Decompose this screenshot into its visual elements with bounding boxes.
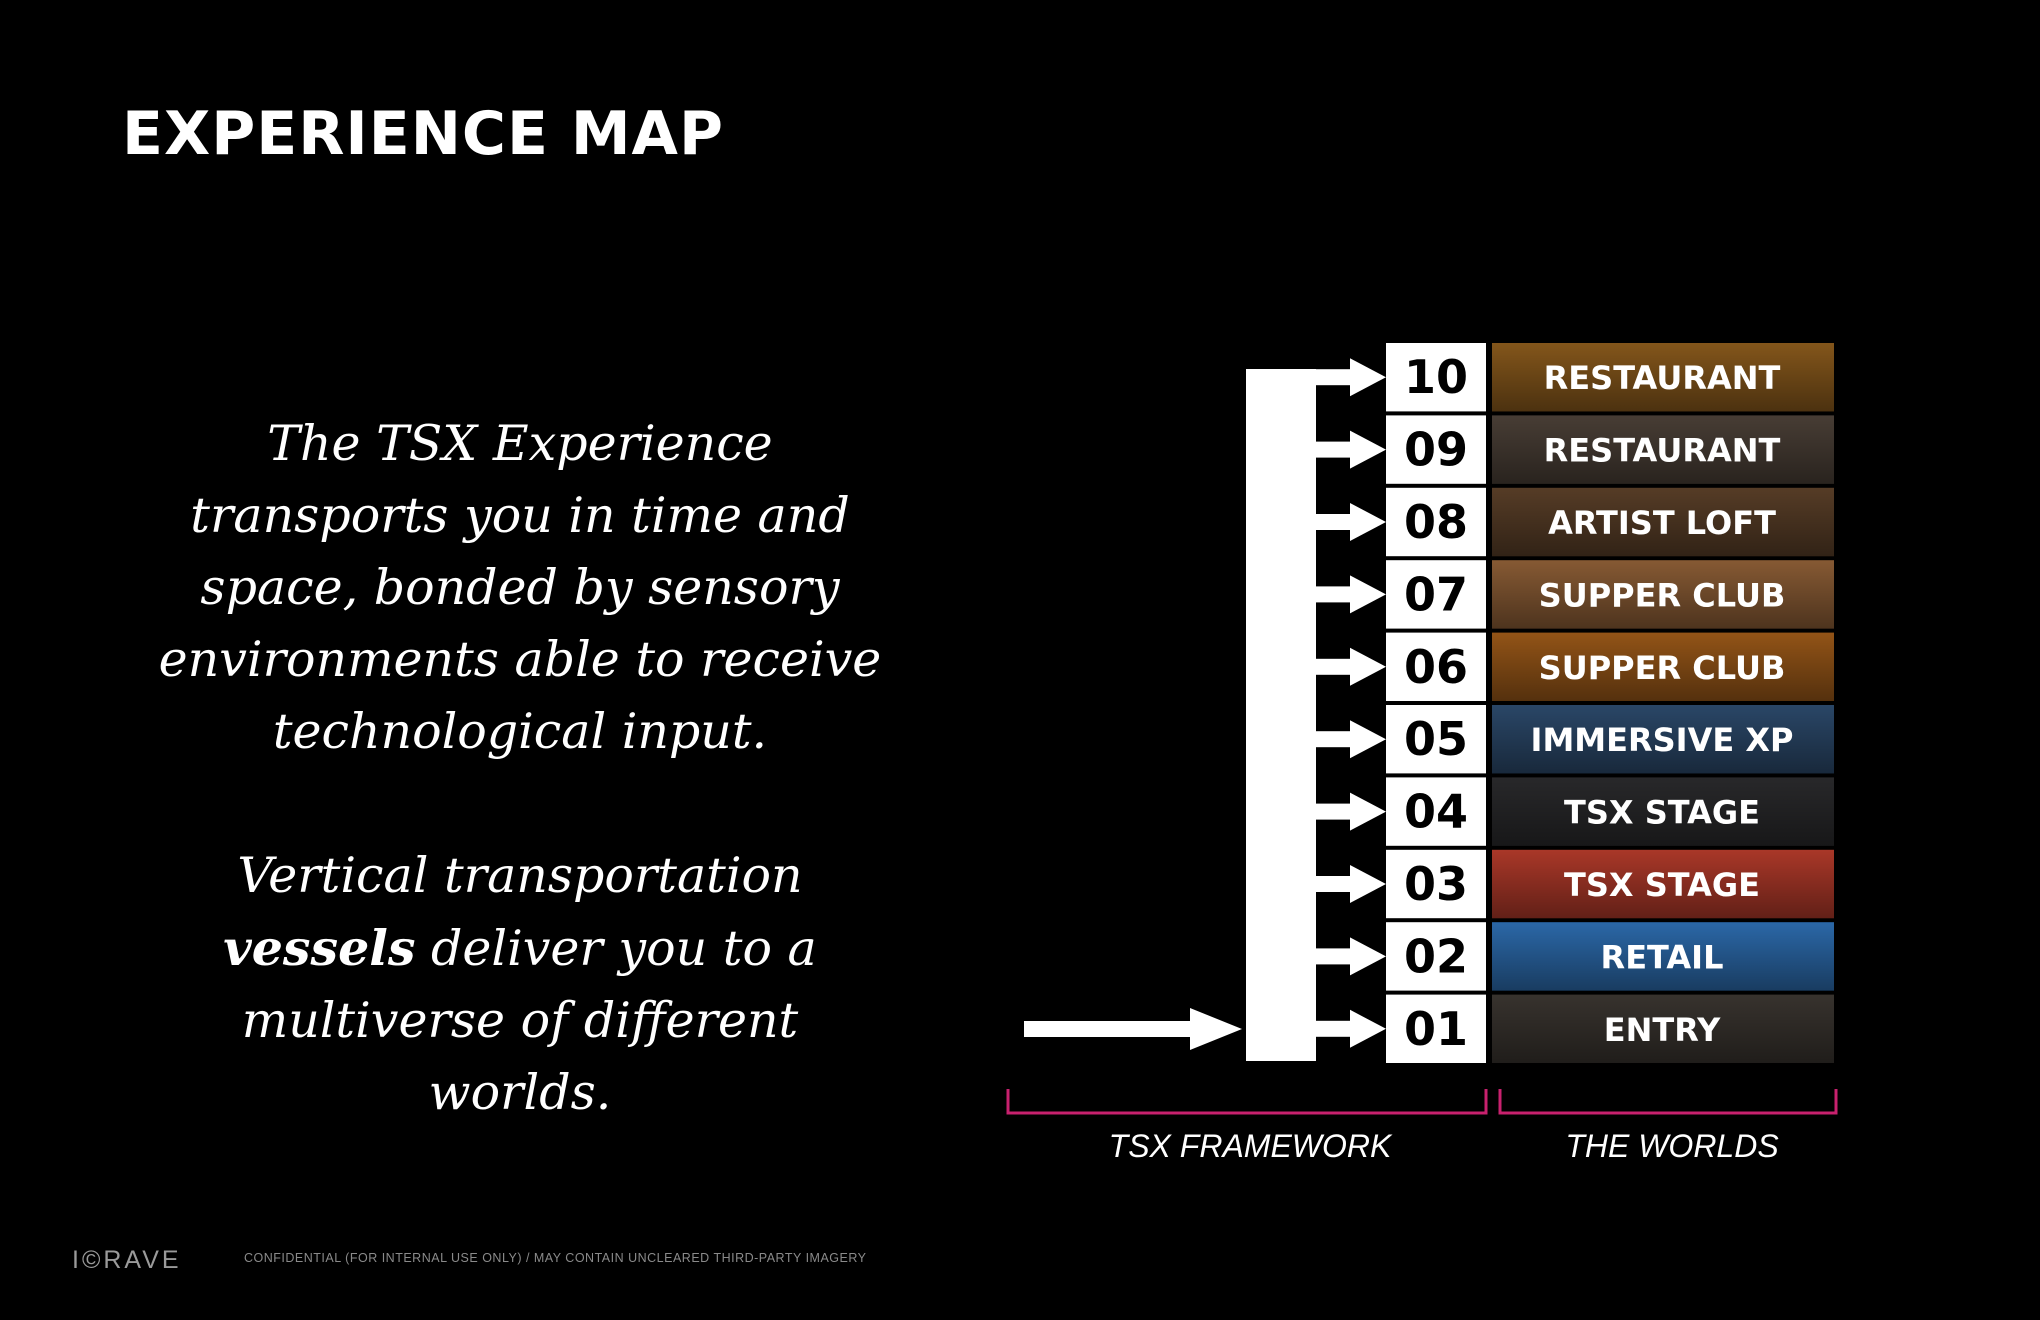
framework-bracket — [1006, 1089, 1488, 1115]
world-image-shade-03 — [1492, 849, 1834, 919]
floor-number-03: 03 — [1404, 857, 1468, 911]
floor-number-box-07 — [1386, 560, 1486, 629]
floor-row-05: 05 IMMERSIVE XP — [1314, 705, 1834, 774]
floor-arrow-09 — [1314, 441, 1354, 458]
vertical-shaft — [1246, 369, 1316, 1061]
floor-number-09: 09 — [1404, 423, 1468, 477]
floor-number-box-01 — [1386, 994, 1486, 1063]
floor-arrowhead-05 — [1350, 720, 1386, 759]
floor-arrowhead-03 — [1350, 865, 1386, 903]
floor-arrow-05 — [1314, 731, 1354, 748]
floor-arrow-02 — [1314, 948, 1354, 965]
floor-row-03: 03 TSX STAGE — [1314, 849, 1834, 919]
world-label-07: SUPPER CLUB — [1539, 576, 1786, 614]
world-image-shade-05 — [1492, 705, 1834, 774]
world-image-shade-07 — [1492, 560, 1834, 629]
world-label-09: RESTAURANT — [1544, 432, 1781, 470]
floor-number-box-08 — [1386, 487, 1486, 557]
floor-arrow-06 — [1314, 658, 1354, 675]
floor-arrow-10 — [1314, 369, 1354, 386]
world-label-10: RESTAURANT — [1544, 359, 1781, 397]
world-image-shade-08 — [1492, 487, 1834, 557]
description-paragraph-2: Vertical transportation vessels deliver … — [150, 840, 890, 1129]
confidential-footer: CONFIDENTIAL (FOR INTERNAL USE ONLY) / M… — [244, 1251, 867, 1265]
floor-number-box-10 — [1386, 343, 1486, 412]
floor-number-box-09 — [1386, 415, 1486, 484]
floor-arrowhead-08 — [1350, 503, 1386, 541]
world-label-05: IMMERSIVE XP — [1531, 721, 1794, 759]
floor-number-05: 05 — [1404, 712, 1468, 766]
icrave-logo: I©RAVE — [72, 1246, 182, 1274]
floor-number-08: 08 — [1404, 495, 1468, 549]
world-label-03: TSX STAGE — [1564, 866, 1760, 904]
floor-row-06: 06 SUPPER CLUB — [1314, 632, 1834, 701]
floor-number-box-03 — [1386, 849, 1486, 919]
floor-arrow-07 — [1314, 586, 1354, 603]
world-label-06: SUPPER CLUB — [1539, 649, 1786, 687]
floor-row-01: 01 ENTRY — [1314, 994, 1834, 1063]
floor-number-02: 02 — [1404, 929, 1468, 983]
description-text-after: deliver you to a multiverse of different… — [241, 920, 817, 1121]
floor-row-04: 04 TSX STAGE — [1314, 777, 1834, 846]
floor-arrowhead-02 — [1350, 937, 1386, 976]
floor-number-04: 04 — [1404, 785, 1468, 839]
floor-arrowhead-04 — [1350, 792, 1386, 831]
floor-row-10: 10 RESTAURANT — [1314, 343, 1834, 412]
floor-arrowhead-10 — [1350, 358, 1386, 397]
worlds-bracket — [1498, 1089, 1838, 1115]
world-image-shade-04 — [1492, 777, 1834, 846]
floor-number-box-04 — [1386, 777, 1486, 846]
floor-number-07: 07 — [1404, 567, 1468, 621]
floor-number-10: 10 — [1404, 350, 1468, 404]
floor-row-09: 09 RESTAURANT — [1314, 415, 1834, 484]
floor-arrow-01 — [1314, 1020, 1354, 1037]
world-image-shade-02 — [1492, 922, 1834, 991]
entry-arrow — [1024, 1008, 1242, 1050]
description-paragraph-1: The TSX Experience transports you in tim… — [158, 415, 882, 760]
floor-number-box-02 — [1386, 922, 1486, 991]
description-text-before: Vertical transportation — [237, 847, 803, 904]
worlds-label: THE WORLDS — [1565, 1128, 1779, 1164]
floor-row-08: 08 ARTIST LOFT — [1314, 487, 1834, 557]
world-label-04: TSX STAGE — [1564, 794, 1760, 832]
floor-number-06: 06 — [1404, 640, 1468, 694]
floor-arrowhead-06 — [1350, 647, 1386, 686]
floor-number-box-05 — [1386, 705, 1486, 774]
floor-number-01: 01 — [1404, 1002, 1468, 1056]
world-image-shade-01 — [1492, 994, 1834, 1063]
floor-arrow-08 — [1314, 514, 1354, 530]
floor-arrow-04 — [1314, 803, 1354, 820]
floor-number-box-06 — [1386, 632, 1486, 701]
floor-arrow-03 — [1314, 876, 1354, 892]
floor-arrowhead-07 — [1350, 575, 1386, 614]
world-label-02: RETAIL — [1601, 938, 1724, 976]
page-title: EXPERIENCE MAP — [122, 99, 724, 169]
floor-rows: 10 RESTAURANT 09 RESTAURANT 08 ARTIST LOFT 07 S… — [1314, 343, 1834, 1063]
world-image-shade-06 — [1492, 632, 1834, 701]
framework-label: TSX FRAMEWORK — [1108, 1128, 1392, 1164]
floor-arrowhead-09 — [1350, 430, 1386, 469]
world-label-01: ENTRY — [1604, 1011, 1721, 1049]
world-image-shade-10 — [1492, 343, 1834, 412]
floor-arrowhead-01 — [1350, 1009, 1386, 1048]
world-image-shade-09 — [1492, 415, 1834, 484]
floor-row-07: 07 SUPPER CLUB — [1314, 560, 1834, 629]
description-bold-word: vessels — [223, 919, 416, 977]
floor-row-02: 02 RETAIL — [1314, 922, 1834, 991]
description: The TSX Experience transports you in tim… — [150, 408, 890, 1129]
world-label-08: ARTIST LOFT — [1548, 504, 1776, 542]
